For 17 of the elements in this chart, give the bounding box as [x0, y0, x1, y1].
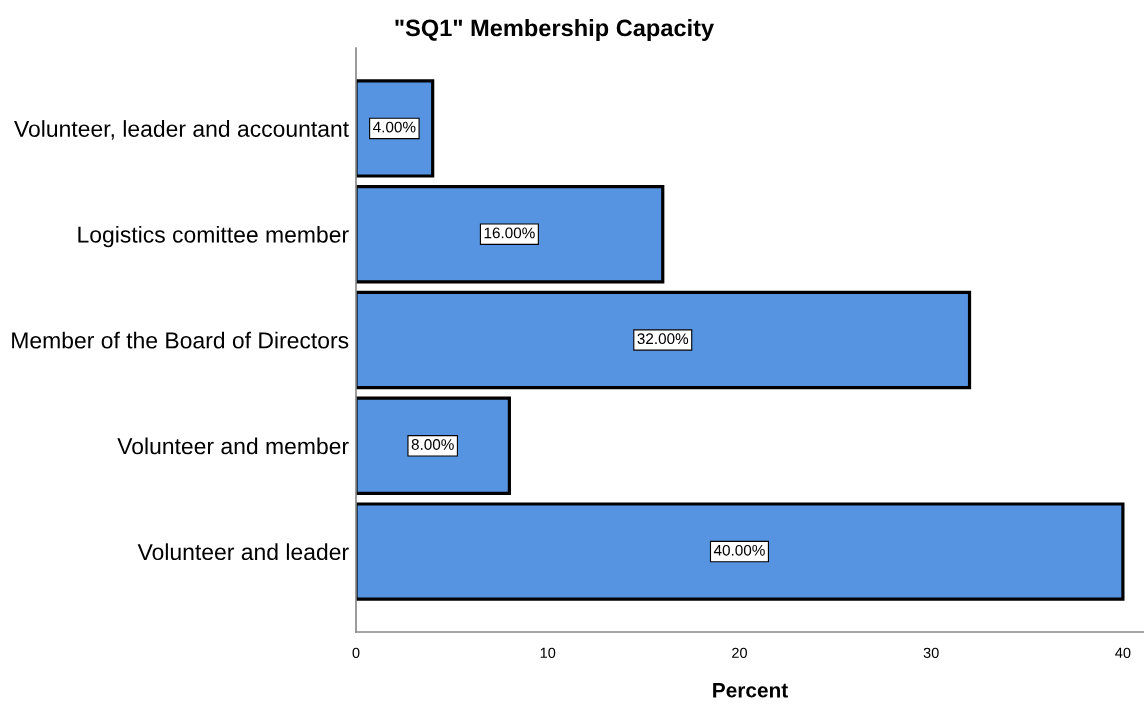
y-tick-label: Logistics comittee member — [78, 225, 349, 248]
y-tick-label: Volunteer, leader and accountant — [14, 120, 349, 140]
y-tick-label: Volunteer and leader — [137, 543, 349, 561]
data-label: 16.00% — [484, 227, 535, 239]
x-axis-title: Percent — [713, 683, 788, 698]
x-tick-label: 20 — [732, 647, 747, 658]
x-tick-label: 10 — [540, 647, 556, 658]
chart-title: "SQ1" Membership Capacity — [395, 19, 715, 41]
data-label: 8.00% — [411, 439, 454, 450]
x-tick-label: 30 — [923, 647, 939, 658]
y-tick-label: Member of the Board of Directors — [12, 331, 349, 349]
x-tick-label: 0 — [352, 647, 360, 658]
data-label: 4.00% — [373, 121, 416, 133]
data-label: 40.00% — [713, 544, 765, 556]
x-tick-label: 40 — [1115, 647, 1131, 658]
data-label: 32.00% — [637, 333, 689, 345]
y-tick-label: Volunteer and member — [117, 437, 349, 455]
